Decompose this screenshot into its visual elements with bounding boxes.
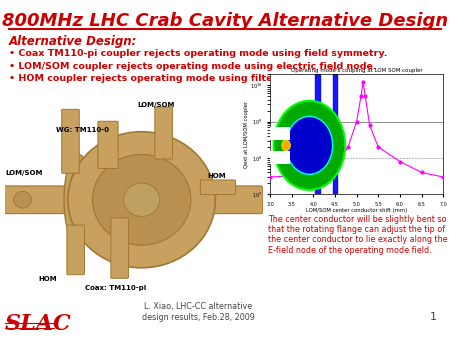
Text: WG: TM110-0: WG: TM110-0 [56,127,109,133]
Text: LOM/SOM: LOM/SOM [138,102,175,108]
Bar [315,74,320,194]
Text: LOM/SOM: LOM/SOM [5,170,42,176]
Bar [333,74,337,194]
FancyBboxPatch shape [4,186,75,214]
Circle shape [14,191,32,208]
Text: 800MHz LHC Crab Cavity Alternative Design: 800MHz LHC Crab Cavity Alternative Desig… [2,12,448,30]
Bar [270,151,290,164]
Y-axis label: Qext at LOM/SOM coupler: Qext at LOM/SOM coupler [243,101,248,168]
Text: 1: 1 [429,312,436,322]
Circle shape [68,132,216,268]
Text: Coax: TM110-pi: Coax: TM110-pi [85,286,146,291]
Text: • HOM coupler rejects operating mode using filter.: • HOM coupler rejects operating mode usi… [9,74,279,83]
Circle shape [123,183,160,216]
Ellipse shape [64,154,93,245]
Circle shape [282,140,290,151]
Circle shape [274,101,345,190]
Circle shape [93,154,191,245]
FancyBboxPatch shape [78,187,141,212]
Text: L. Xiao, LHC-CC alternative
design results, Feb.28, 2009: L. Xiao, LHC-CC alternative design resul… [142,303,254,322]
Text: SLAC: SLAC [4,313,71,335]
Circle shape [286,116,333,174]
FancyBboxPatch shape [62,109,79,173]
Text: The center conductor will be slightly bent so
that the rotating flange can adjus: The center conductor will be slightly be… [268,215,447,255]
X-axis label: LOM/SOM center conductor shift (mm): LOM/SOM center conductor shift (mm) [306,209,407,213]
FancyBboxPatch shape [98,121,118,169]
Text: HOM: HOM [207,173,226,179]
Title: Operating mode's coupling at LOM SOM coupler: Operating mode's coupling at LOM SOM cou… [291,68,423,73]
FancyBboxPatch shape [67,225,85,275]
Bar [270,127,290,140]
Text: HOM: HOM [38,276,57,282]
FancyBboxPatch shape [200,180,235,194]
FancyBboxPatch shape [155,107,172,159]
FancyBboxPatch shape [181,186,263,214]
Text: Alternative Design:: Alternative Design: [9,35,137,48]
FancyBboxPatch shape [111,218,128,278]
Text: • LOM/SOM coupler rejects operating mode using electric field node.: • LOM/SOM coupler rejects operating mode… [9,62,377,71]
Text: • Coax TM110-pi coupler rejects operating mode using field symmetry.: • Coax TM110-pi coupler rejects operatin… [9,49,387,58]
